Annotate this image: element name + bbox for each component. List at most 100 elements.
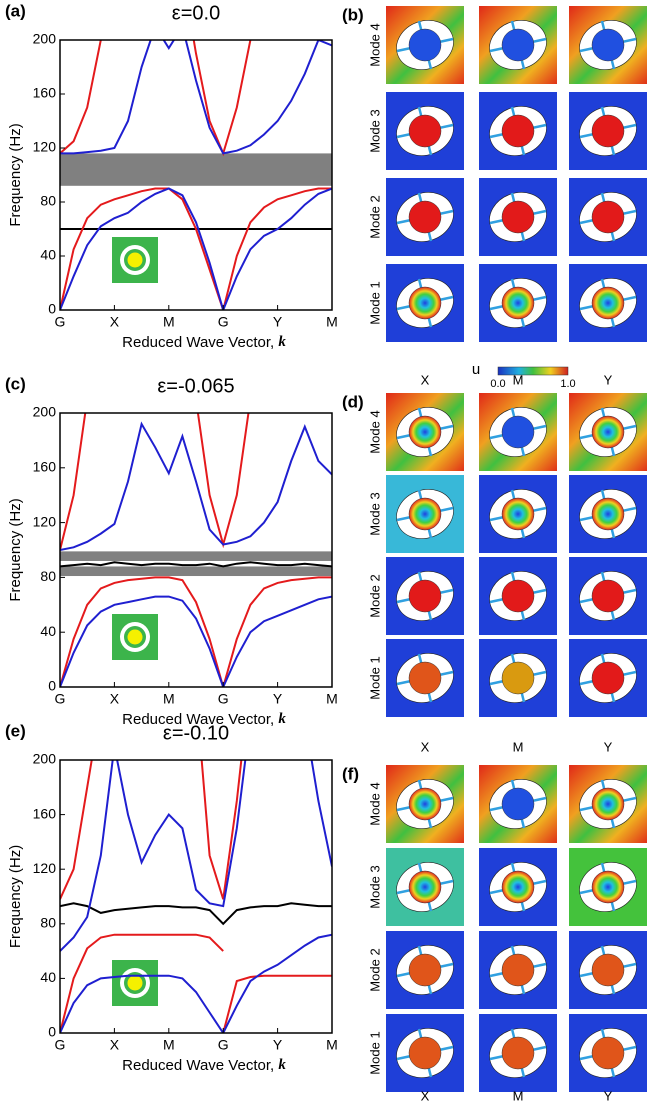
mode-label: Mode 2 [367,948,382,991]
mode-core [591,953,625,987]
mode-core [501,415,535,449]
x-tick-label: G [218,1037,229,1053]
x-axis-label: Reduced Wave Vector, k [122,711,286,728]
x-axis-symbol: k [278,711,286,727]
inset-core [126,628,144,646]
mode-core [591,661,625,695]
mode-label: Mode 1 [367,1031,382,1074]
mode-core [591,1036,625,1070]
x-tick-label: G [55,691,66,707]
mode-label: Mode 1 [367,656,382,699]
y-tick-label: 40 [40,247,56,263]
column-label: X [421,372,430,387]
mode-core [591,579,625,613]
mode-core [408,497,442,531]
band-curve [60,595,332,687]
x-tick-label: X [110,1037,120,1053]
mode-core [408,579,442,613]
x-tick-label: X [110,314,120,330]
mode-label: Mode 2 [367,195,382,238]
x-tick-label: Y [273,314,283,330]
panel-label: (f) [342,764,359,783]
band-curve [60,933,224,1033]
mode-core [501,497,535,531]
band-curve [60,576,332,687]
band-curve [222,974,332,1033]
y-tick-label: 80 [40,568,56,584]
x-tick-label: G [218,691,229,707]
y-tick-label: 200 [33,751,57,767]
column-label: M [513,372,524,387]
mode-label: Mode 1 [367,281,382,324]
mode-core [591,28,625,62]
mode-label: Mode 3 [367,865,382,908]
mode-core [408,28,442,62]
y-tick-label: 160 [33,85,57,101]
mode-core [501,953,535,987]
band-gap [60,566,332,577]
x-tick-label: G [218,314,229,330]
chart-title: ε=0.0 [172,2,220,24]
colorbar-min: 0.0 [490,378,505,390]
colorbar [497,366,569,376]
x-tick-label: G [55,314,66,330]
colorbar-max: 1.0 [560,378,575,390]
y-tick-label: 200 [33,404,57,420]
band-curve [60,933,332,1033]
panel-label: (a) [5,1,26,20]
y-tick-label: 40 [40,623,56,639]
panel-label: (d) [342,392,364,411]
band-curve [60,187,332,310]
mode-core [408,787,442,821]
x-tick-label: M [326,691,338,707]
mode-label: Mode 3 [367,492,382,535]
mode-core [408,200,442,234]
inset-core [126,251,144,269]
x-axis-label-text: Reduced Wave Vector, [122,711,274,728]
x-tick-label: M [326,1037,338,1053]
x-tick-label: G [55,1037,66,1053]
mode-core [591,415,625,449]
band-curve [60,40,332,155]
mode-core [501,200,535,234]
band-curve [60,421,332,551]
x-tick-label: M [163,691,175,707]
mode-core [501,661,535,695]
mode-core [408,415,442,449]
mode-core [591,200,625,234]
x-tick-label: Y [273,1037,283,1053]
column-label: Y [604,1088,613,1103]
chart-title: ε=-0.065 [157,375,234,397]
mode-core [501,114,535,148]
panel-label: (b) [342,5,364,24]
band-curve [60,902,332,926]
x-axis-symbol: k [278,1057,286,1073]
mode-core [501,870,535,904]
y-tick-label: 160 [33,805,57,821]
y-tick-label: 0 [48,301,56,317]
x-tick-label: Y [273,691,283,707]
colorbar-symbol: u [472,361,480,378]
x-tick-label: M [163,314,175,330]
band-curve [60,40,252,157]
x-tick-label: M [326,314,338,330]
mode-core [501,286,535,320]
mode-core [501,28,535,62]
mode-core [591,286,625,320]
mode-label: Mode 3 [367,109,382,152]
band-gap [60,153,332,186]
mode-core [591,114,625,148]
mode-core [408,286,442,320]
y-axis-label: Frequency (Hz) [7,123,24,226]
x-axis-label: Reduced Wave Vector, k [122,1057,286,1074]
y-tick-label: 160 [33,459,57,475]
band-curve [60,561,332,568]
mode-core [408,1036,442,1070]
mode-label: Mode 4 [367,23,382,66]
x-tick-label: X [110,691,120,707]
column-label: Y [604,372,613,387]
band-curve [60,187,332,310]
inset-core [126,974,144,992]
mode-core [408,870,442,904]
